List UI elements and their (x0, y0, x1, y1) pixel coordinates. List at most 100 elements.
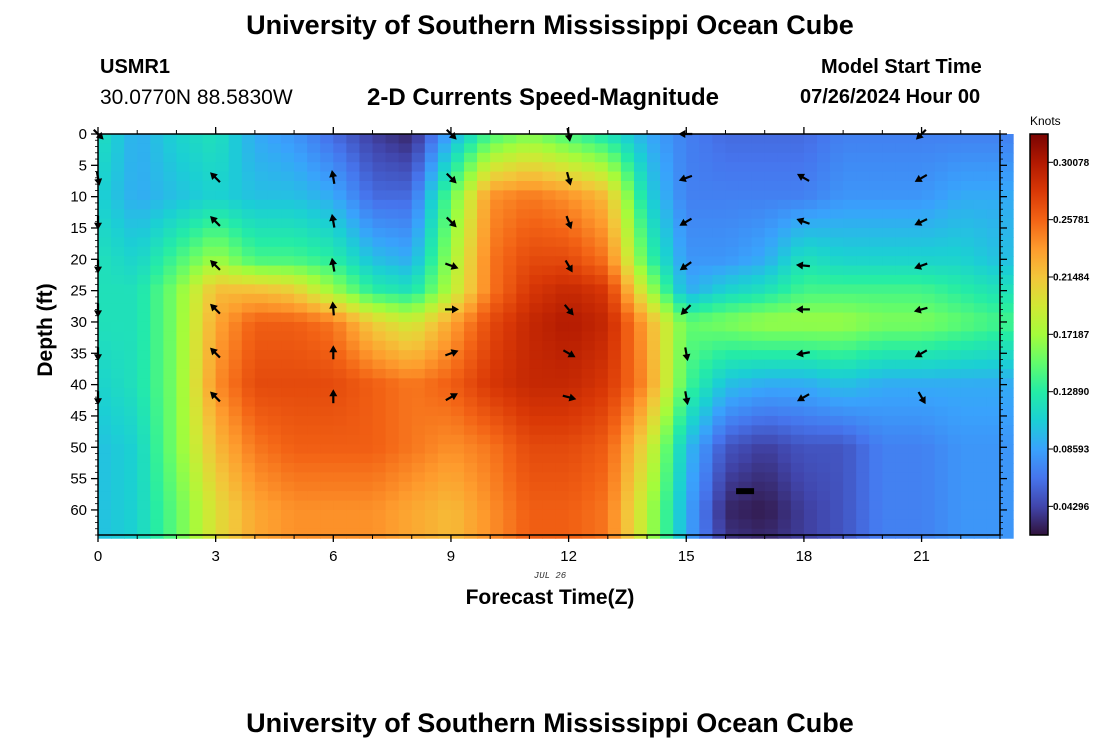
heatmap-cell (830, 453, 844, 464)
heatmap-cell (633, 481, 648, 492)
heatmap-cell (568, 265, 583, 276)
heatmap-cell (921, 143, 936, 154)
heatmap-cell (215, 444, 230, 455)
heatmap-cell (477, 143, 491, 154)
heatmap-cell (816, 152, 831, 163)
heatmap-cell (790, 472, 805, 483)
heatmap-cell (869, 143, 883, 154)
heatmap-cell (163, 199, 178, 210)
heatmap-cell (725, 397, 740, 408)
heatmap-cell (124, 171, 138, 182)
heatmap-cell (921, 265, 936, 276)
heatmap-cell (960, 406, 975, 417)
heatmap-cell (594, 246, 609, 257)
heatmap-cell (98, 350, 112, 361)
heatmap-cell (398, 256, 413, 267)
heatmap-cell (830, 415, 844, 426)
heatmap-cell (673, 368, 687, 379)
heatmap-cell (816, 509, 831, 520)
heatmap-cell (464, 340, 478, 351)
heatmap-cell (437, 256, 452, 267)
heatmap-cell (215, 312, 230, 323)
colorbar: 0.042960.085930.128900.171870.214840.257… (1029, 133, 1090, 536)
heatmap-cell (934, 284, 949, 295)
heatmap-cell (542, 134, 557, 144)
heatmap-cell (346, 209, 361, 220)
heatmap-cell (764, 378, 779, 389)
heatmap-cell (477, 472, 491, 483)
heatmap-cell (111, 284, 125, 295)
heatmap-cell (150, 509, 164, 520)
heatmap-cell (411, 528, 426, 539)
heatmap-cell (633, 472, 648, 483)
heatmap-cell (673, 256, 687, 267)
heatmap-cell (660, 387, 674, 398)
heatmap-cell (372, 528, 387, 539)
heatmap-cell (215, 209, 230, 220)
heatmap-cell (424, 509, 439, 520)
chart-title: 2-D Currents Speed-Magnitude (367, 84, 720, 111)
heatmap-cell (254, 209, 269, 220)
heatmap-cell (699, 387, 713, 398)
heatmap-cell (686, 162, 700, 173)
heatmap-cell (908, 171, 923, 182)
heatmap-cell (98, 444, 112, 455)
heatmap-cell (764, 406, 779, 417)
heatmap-cell (267, 293, 282, 304)
heatmap-cell (882, 397, 897, 408)
heatmap-cell (307, 387, 321, 398)
heatmap-cell (633, 519, 648, 530)
heatmap-cell (738, 481, 753, 492)
heatmap-cell (464, 368, 478, 379)
heatmap-cell (202, 246, 217, 257)
heatmap-cell (124, 227, 138, 238)
heatmap-cell (150, 331, 164, 342)
heatmap-cell (124, 453, 138, 464)
heatmap-cell (830, 462, 844, 473)
heatmap-cell (307, 162, 321, 173)
heatmap-cell (111, 209, 125, 220)
heatmap-cell (424, 406, 439, 417)
heatmap-cell (803, 143, 818, 154)
heatmap-cell (294, 256, 308, 267)
heatmap-cell (372, 190, 387, 201)
heatmap-cell (516, 397, 530, 408)
heatmap-cell (411, 415, 426, 426)
heatmap-cell (803, 500, 818, 511)
heatmap-cell (581, 180, 596, 191)
heatmap-cell (477, 359, 491, 370)
heatmap-cell (699, 199, 713, 210)
heatmap-cell (790, 453, 805, 464)
heatmap-cell (385, 199, 400, 210)
heatmap-cell (267, 190, 282, 201)
heatmap-cell (424, 209, 439, 220)
heatmap-cell (620, 462, 635, 473)
heatmap-cell (490, 293, 504, 304)
heatmap-cell (882, 425, 897, 436)
heatmap-cell (150, 303, 164, 314)
heatmap-cell (372, 350, 387, 361)
heatmap-cell (947, 425, 962, 436)
heatmap-cell (294, 227, 308, 238)
heatmap-cell (790, 528, 805, 539)
heatmap-cell (555, 209, 570, 220)
heatmap-cell (437, 143, 452, 154)
heatmap-cell (516, 227, 530, 238)
heatmap-cell (124, 162, 138, 173)
heatmap-cell (777, 274, 792, 285)
heatmap-cell (450, 171, 465, 182)
heatmap-cell (346, 265, 361, 276)
heatmap-cell (973, 171, 988, 182)
x-tick-label: 21 (913, 548, 930, 565)
heatmap-cell (581, 274, 596, 285)
heatmap-cell (111, 472, 125, 483)
heatmap-cell (790, 180, 805, 191)
heatmap-cell (398, 237, 413, 248)
heatmap-cell (882, 256, 897, 267)
heatmap-cell (725, 491, 740, 502)
heatmap-cell (830, 368, 844, 379)
heatmap-cell (947, 462, 962, 473)
heatmap-cell (163, 218, 178, 229)
heatmap-cell (803, 331, 818, 342)
heatmap-cell (359, 143, 374, 154)
